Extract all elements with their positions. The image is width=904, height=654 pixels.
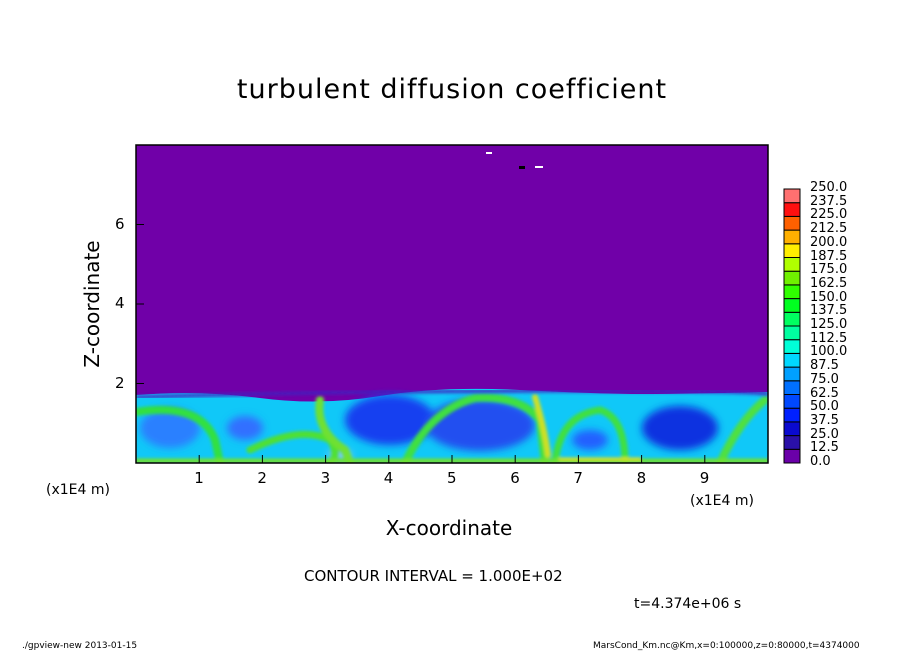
x-tick-label: 6	[510, 469, 520, 487]
x-tick-label: 4	[383, 469, 394, 487]
colorbar-swatch	[783, 188, 801, 204]
colorbar-label: 62.5	[810, 385, 839, 401]
y-axis-label: Z-coordinate	[80, 240, 104, 368]
x-tick-label: 8	[636, 469, 647, 487]
x-axis-label-text: X-coordinate	[385, 516, 513, 540]
colorbar-label: 37.5	[810, 412, 839, 428]
colorbar-swatch	[783, 448, 801, 464]
x-tick-label: 3	[320, 469, 331, 487]
colorbar-label: 50.0	[810, 399, 839, 415]
colorbar-label: 137.5	[810, 303, 848, 319]
x-tick-label: 9	[699, 469, 710, 487]
colorbar-swatch	[783, 394, 801, 409]
footer-left: ./gpview-new 2013-01-15	[22, 641, 138, 651]
colorbar-swatch	[783, 339, 801, 354]
colorbar-swatch	[783, 215, 801, 231]
colorbar-swatch	[783, 270, 801, 286]
colorbar-label: 187.5	[810, 248, 848, 264]
colorbar-label: 162.5	[810, 275, 848, 291]
colorbar-swatch	[783, 257, 801, 272]
x-unit-left: (x1E4 m)	[46, 482, 110, 498]
colorbar-swatch	[783, 311, 801, 327]
footer-right: MarsCond_Km.nc@Km,x=0:100000,z=0:80000,t…	[593, 641, 860, 651]
colorbar-label: 100.0	[810, 344, 848, 360]
colorbar-label: 112.5	[810, 330, 848, 346]
colorbar-swatch	[783, 421, 801, 437]
x-tick-label: 1	[194, 469, 204, 487]
colorbar-label: 150.0	[810, 289, 848, 305]
colorbar-swatch	[783, 380, 801, 395]
y-tick-label: 4	[115, 294, 125, 312]
colorbar-label: 212.5	[810, 221, 848, 237]
plot-frame	[135, 144, 769, 464]
x-tick-label: 5	[447, 469, 457, 487]
colorbar-label: 175.0	[810, 262, 848, 278]
heatmap-field	[136, 145, 768, 463]
colorbar-label: 12.5	[810, 440, 839, 456]
colorbar-swatch	[783, 202, 801, 217]
colorbar-swatch	[783, 325, 801, 341]
colorbar-label: 87.5	[810, 358, 839, 374]
colorbar-label: 225.0	[810, 207, 848, 223]
contour-interval: CONTOUR INTERVAL = 1.000E+02	[304, 567, 563, 585]
x-tick-label: 7	[573, 469, 583, 487]
chart-title: turbulent diffusion coefficient	[236, 74, 668, 105]
y-tick-label: 6	[115, 214, 125, 233]
colorbar-label: 200.0	[810, 234, 848, 250]
x-axis-label: X-coordinate	[0, 516, 904, 540]
colorbar-swatch	[783, 366, 801, 382]
colorbar-swatch	[783, 229, 801, 245]
colorbar-label: 0.0	[810, 454, 831, 469]
colorbar-label: 25.0	[810, 426, 839, 442]
x-unit-right: (x1E4 m)	[690, 493, 754, 509]
colorbar-label: 125.0	[810, 317, 848, 332]
colorbar-label: 237.5	[810, 193, 848, 209]
colorbar-label: 75.0	[810, 371, 839, 387]
colorbar-swatch	[783, 352, 801, 368]
colorbar-swatch	[783, 284, 801, 300]
colorbar-swatch	[783, 298, 801, 313]
colorbar-label: 250.0	[810, 180, 848, 195]
x-tick-label: 2	[257, 469, 267, 487]
colorbar-swatch	[783, 407, 801, 423]
colorbar-swatch	[783, 243, 801, 259]
colorbar-swatch	[783, 435, 801, 450]
time-label: t=4.374e+06 s	[634, 596, 742, 612]
y-tick-label: 2	[115, 373, 125, 392]
